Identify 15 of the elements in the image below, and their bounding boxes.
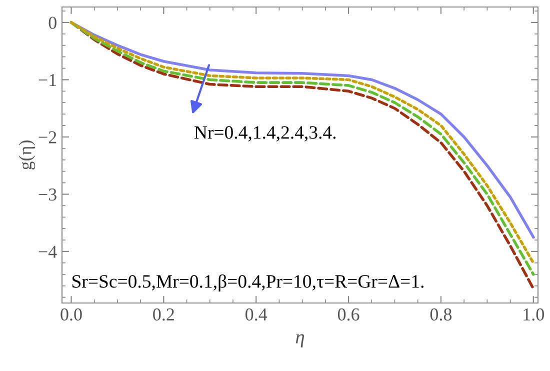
x-tick-label: 1.0 [524,308,544,321]
y-axis-title: g(η) [18,140,36,170]
y-tick-label: −1 [38,74,56,86]
y-tick-label: −4 [38,246,57,258]
annotation: Nr=0.4,1.4,2.4,3.4. [194,126,336,142]
x-tick-label: 0.4 [246,308,268,321]
x-tick-label: 0.6 [338,308,360,321]
y-tick-label: −2 [38,131,56,144]
annotation: Sr=Sc=0.5,Mr=0.1,β=0.4,Pr=10,τ=R=Gr=Δ=1. [72,274,424,292]
y-tick-label: 0 [48,16,56,29]
x-tick-label: 0.0 [60,308,82,321]
x-tick-label: 0.8 [430,308,452,321]
x-axis-title: η [296,334,304,348]
y-tick-label: −3 [38,188,56,201]
x-tick-label: 0.2 [153,308,174,321]
